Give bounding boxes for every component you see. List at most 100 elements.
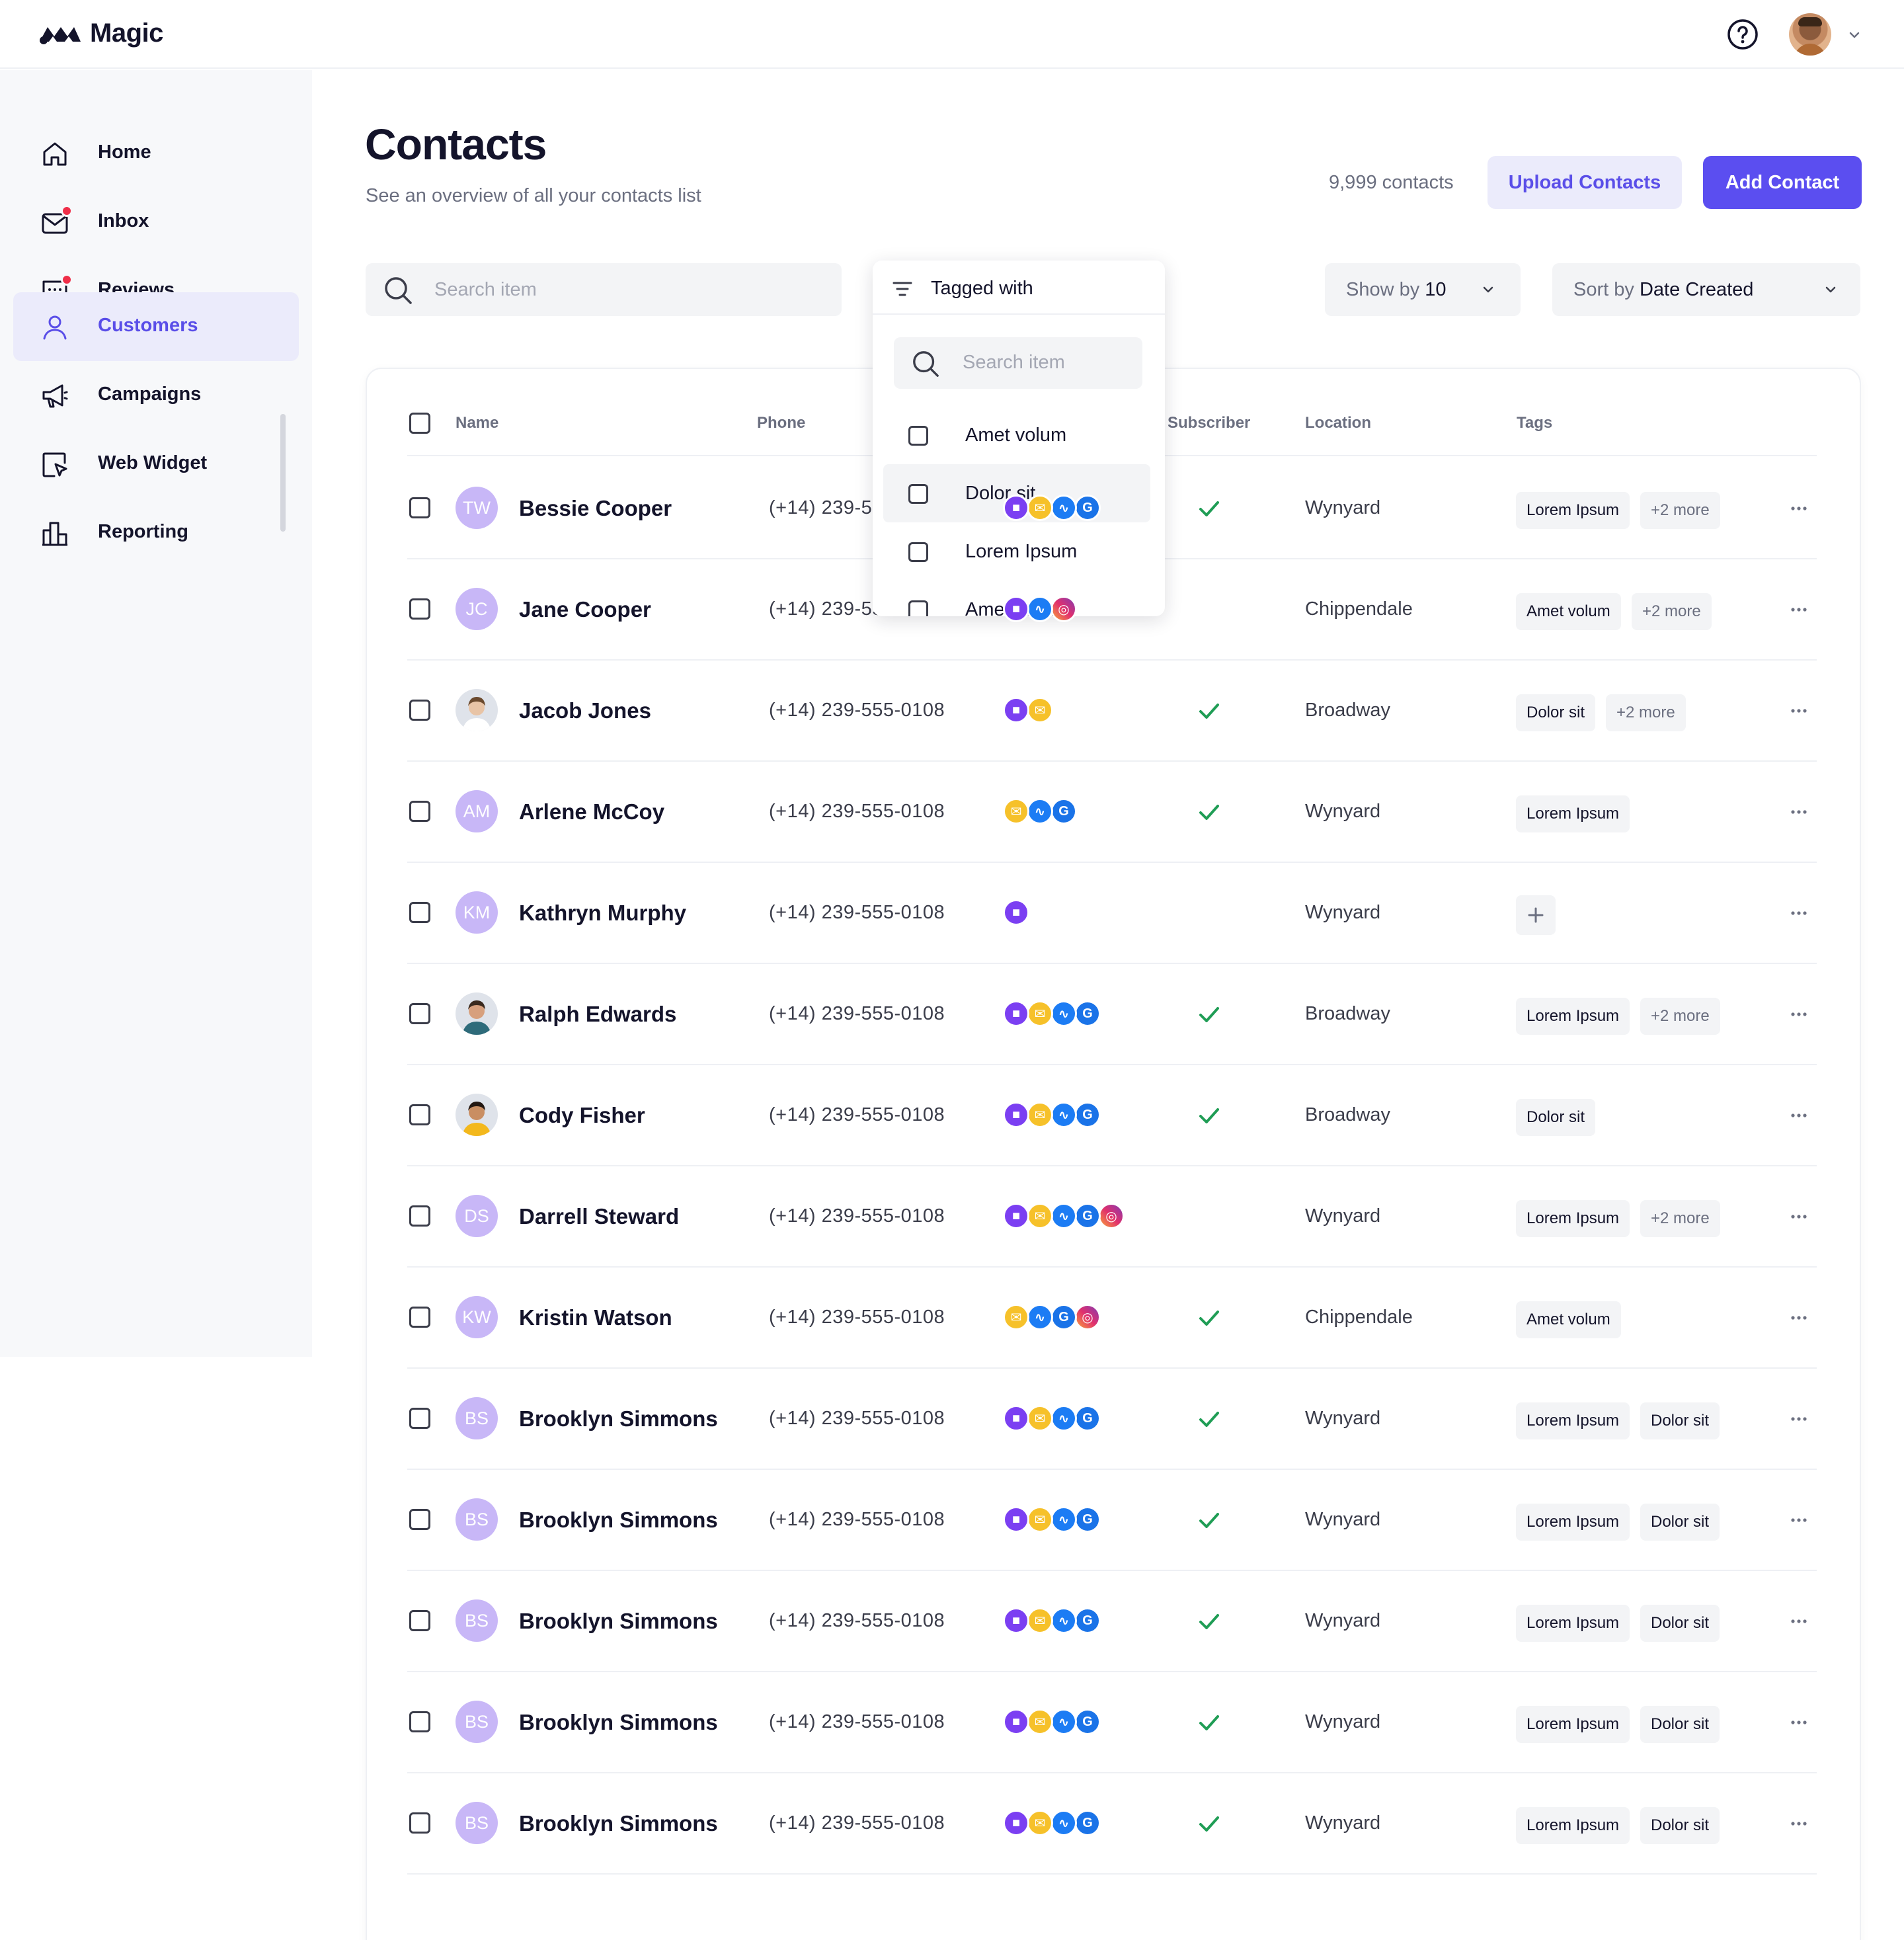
more-actions-icon[interactable] [1789, 1004, 1809, 1024]
row-checkbox[interactable] [409, 497, 430, 518]
row-checkbox[interactable] [409, 1205, 430, 1227]
more-tags-badge[interactable]: +2 more [1606, 694, 1686, 731]
tag-chip[interactable]: Dolor sit [1640, 1605, 1720, 1642]
column-header-location[interactable]: Location [1305, 414, 1371, 432]
table-row[interactable]: KW Kristin Watson (+14) 239-555-0108 ✉ ∿ G ◎ Ch… [407, 1266, 1817, 1369]
contact-name[interactable]: Brooklyn Simmons [519, 1609, 718, 1633]
tag-chip[interactable]: Lorem Ipsum [1516, 1504, 1630, 1541]
add-contact-button[interactable]: Add Contact [1703, 156, 1862, 209]
help-icon[interactable] [1727, 19, 1759, 50]
tag-chip[interactable]: Lorem Ipsum [1516, 1200, 1630, 1237]
upload-contacts-button[interactable]: Upload Contacts [1488, 156, 1682, 209]
contact-name[interactable]: Brooklyn Simmons [519, 1508, 718, 1532]
contact-name[interactable]: Kristin Watson [519, 1305, 672, 1330]
tag-search-input[interactable]: Search item [894, 337, 1142, 389]
more-actions-icon[interactable] [1789, 1510, 1809, 1530]
table-row[interactable]: DS Darrell Steward (+14) 239-555-0108 ■ ✉ ∿ G ◎… [407, 1164, 1817, 1268]
table-row[interactable]: KM Kathryn Murphy (+14) 239-555-0108 ■ Wynya… [407, 861, 1817, 964]
contact-name[interactable]: Brooklyn Simmons [519, 1406, 718, 1431]
sidebar-item-campaigns[interactable]: Campaigns [13, 361, 299, 430]
contact-name[interactable]: Cody Fisher [519, 1103, 645, 1127]
more-actions-icon[interactable] [1789, 1409, 1809, 1429]
show-by-select[interactable]: Show by 10 [1325, 263, 1521, 316]
search-input[interactable]: Search item [366, 263, 842, 316]
sidebar-item-inbox[interactable]: Inbox [13, 188, 299, 257]
chevron-down-icon[interactable] [1847, 28, 1862, 42]
add-tag-button[interactable] [1516, 895, 1556, 935]
sidebar-item-web-widget[interactable]: Web Widget [13, 430, 299, 499]
tag-chip[interactable]: Dolor sit [1640, 1706, 1720, 1743]
tag-chip[interactable]: Amet volum [1516, 1301, 1621, 1338]
tag-chip[interactable]: Lorem Ipsum [1516, 1402, 1630, 1439]
tag-chip[interactable]: Lorem Ipsum [1516, 795, 1630, 832]
more-actions-icon[interactable] [1789, 1713, 1809, 1732]
row-checkbox[interactable] [409, 1003, 430, 1024]
contact-name[interactable]: Arlene McCoy [519, 799, 665, 824]
tag-chip[interactable]: Dolor sit [1640, 1807, 1720, 1844]
table-row[interactable]: BS Brooklyn Simmons (+14) 239-555-0108 ■ ✉ ∿ G… [407, 1670, 1817, 1773]
tag-option[interactable]: Amet volum [883, 406, 1150, 464]
column-header-name[interactable]: Name [456, 414, 499, 432]
table-row[interactable]: Ralph Edwards (+14) 239-555-0108 ■ ✉ ∿ G Broad… [407, 962, 1817, 1065]
tag-filter-toggle[interactable]: Tagged with [873, 261, 1165, 315]
row-checkbox[interactable] [409, 801, 430, 822]
sort-by-select[interactable]: Sort by Date Created [1552, 263, 1860, 316]
tag-chip[interactable]: Amet volum [1516, 593, 1621, 630]
tag-option-checkbox[interactable] [908, 600, 928, 616]
table-row[interactable]: BS Brooklyn Simmons (+14) 239-555-0108 ■ ✉ ∿ G… [407, 1468, 1817, 1571]
tag-chip[interactable]: Dolor sit [1516, 694, 1596, 731]
sidebar-item-reporting[interactable]: Reporting [13, 499, 299, 567]
sidebar-item-home[interactable]: Home [13, 119, 299, 188]
row-checkbox[interactable] [409, 598, 430, 620]
tag-chip[interactable]: Dolor sit [1640, 1504, 1720, 1541]
tag-option-checkbox[interactable] [908, 542, 928, 562]
column-header-tags[interactable]: Tags [1517, 414, 1553, 432]
table-row[interactable]: BS Brooklyn Simmons (+14) 239-555-0108 ■ ✉ ∿ G… [407, 1367, 1817, 1470]
column-header-phone[interactable]: Phone [757, 414, 806, 432]
more-actions-icon[interactable] [1789, 802, 1809, 822]
table-row[interactable]: Cody Fisher (+14) 239-555-0108 ■ ✉ ∿ G Broadwa… [407, 1063, 1817, 1166]
select-all-checkbox[interactable] [409, 413, 430, 434]
tag-option-checkbox[interactable] [908, 426, 928, 446]
contact-name[interactable]: Jacob Jones [519, 698, 651, 723]
tag-chip[interactable]: Dolor sit [1640, 1402, 1720, 1439]
row-checkbox[interactable] [409, 700, 430, 721]
tag-chip[interactable]: Lorem Ipsum [1516, 1706, 1630, 1743]
more-actions-icon[interactable] [1789, 1814, 1809, 1834]
more-actions-icon[interactable] [1789, 1106, 1809, 1125]
tag-chip[interactable]: Lorem Ipsum [1516, 1807, 1630, 1844]
table-row[interactable]: AM Arlene McCoy (+14) 239-555-0108 ✉ ∿ G Wynya… [407, 760, 1817, 863]
more-tags-badge[interactable]: +2 more [1632, 593, 1712, 630]
more-actions-icon[interactable] [1789, 1308, 1809, 1328]
user-avatar[interactable] [1789, 13, 1831, 56]
row-checkbox[interactable] [409, 1509, 430, 1530]
more-actions-icon[interactable] [1789, 600, 1809, 620]
row-checkbox[interactable] [409, 1104, 430, 1125]
tag-option[interactable]: Lorem Ipsum [883, 522, 1150, 581]
tag-chip[interactable]: Dolor sit [1516, 1099, 1596, 1136]
app-logo[interactable]: Magic [38, 19, 163, 48]
tag-chip[interactable]: Lorem Ipsum [1516, 998, 1630, 1035]
sidebar-item-customers[interactable]: Customers [13, 292, 299, 361]
row-checkbox[interactable] [409, 902, 430, 923]
more-actions-icon[interactable] [1789, 499, 1809, 518]
more-tags-badge[interactable]: +2 more [1640, 998, 1720, 1035]
row-checkbox[interactable] [409, 1307, 430, 1328]
tag-option-checkbox[interactable] [908, 484, 928, 504]
contact-name[interactable]: Brooklyn Simmons [519, 1710, 718, 1734]
contact-name[interactable]: Bessie Cooper [519, 496, 672, 520]
table-row[interactable]: BS Brooklyn Simmons (+14) 239-555-0108 ■ ✉ ∿ G… [407, 1569, 1817, 1672]
row-checkbox[interactable] [409, 1711, 430, 1732]
contact-name[interactable]: Ralph Edwards [519, 1002, 677, 1026]
contact-name[interactable]: Brooklyn Simmons [519, 1811, 718, 1836]
contact-name[interactable]: Kathryn Murphy [519, 901, 687, 925]
dropdown-scrollbar[interactable] [280, 414, 286, 532]
contact-name[interactable]: Darrell Steward [519, 1204, 680, 1229]
table-row[interactable]: BS Brooklyn Simmons (+14) 239-555-0108 ■ ✉ ∿ G… [407, 1771, 1817, 1875]
more-actions-icon[interactable] [1789, 1207, 1809, 1227]
more-tags-badge[interactable]: +2 more [1640, 492, 1720, 529]
column-header-subscriber[interactable]: Subscriber [1168, 414, 1251, 432]
more-actions-icon[interactable] [1789, 701, 1809, 721]
row-checkbox[interactable] [409, 1408, 430, 1429]
row-checkbox[interactable] [409, 1610, 430, 1631]
